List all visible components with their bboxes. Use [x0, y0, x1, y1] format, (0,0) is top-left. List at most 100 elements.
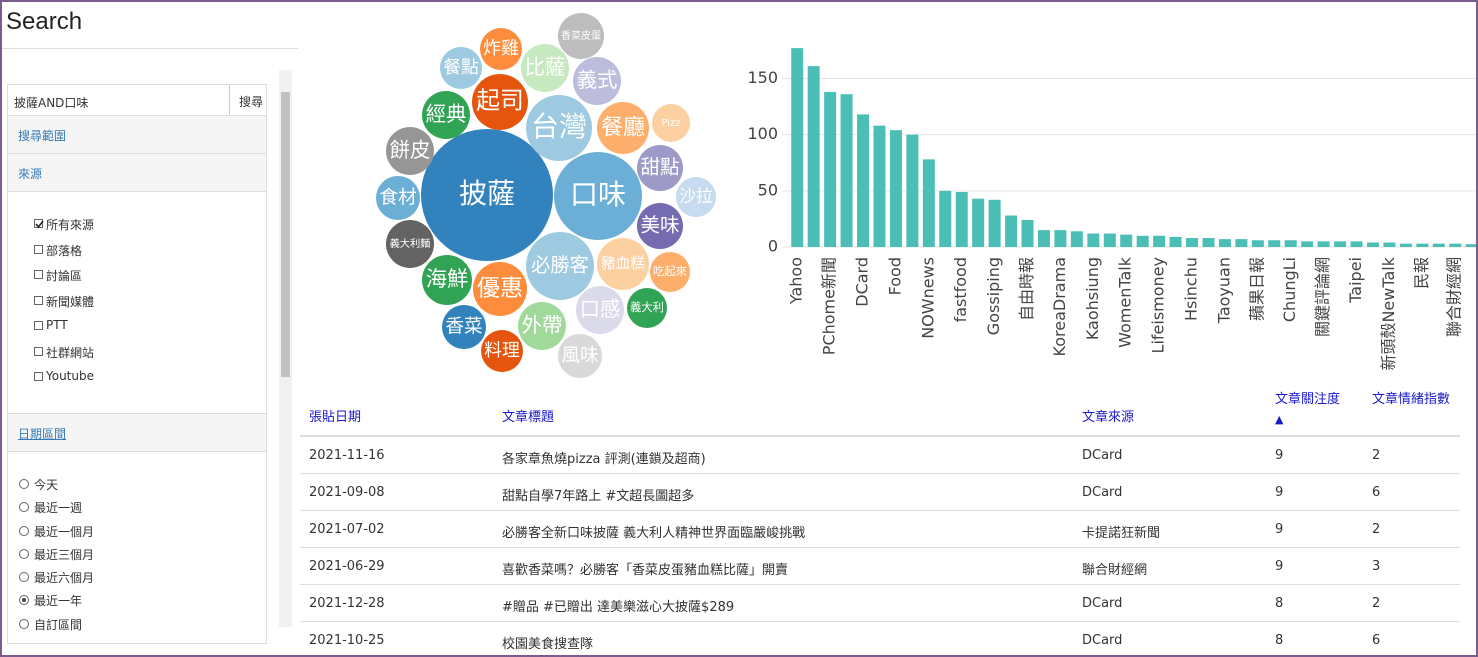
source-label: 新聞媒體	[46, 294, 95, 309]
checkbox[interactable]	[34, 321, 43, 330]
radio[interactable]	[19, 618, 29, 629]
cell: 校園美食搜查隊	[502, 637, 594, 652]
cell: 6	[1372, 485, 1381, 500]
table-row: 2021-06-29 喜歡香菜嗎？必勝客「香菜皮蛋豬血糕比薩」開賣 聯合財經網 9 3	[300, 548, 1460, 585]
source-option: Youtube	[8, 369, 266, 395]
cell: 聯合財經網	[1082, 563, 1148, 578]
radio[interactable]	[19, 572, 29, 583]
x-tick-label: Yahoo	[787, 257, 806, 305]
date-option: 最近六個月	[8, 569, 266, 592]
cell: DCard	[1082, 596, 1123, 611]
bubble	[526, 232, 594, 300]
header-text: 文章關注度	[1275, 392, 1341, 407]
source-header[interactable]: 來源	[8, 154, 266, 192]
checkbox[interactable]	[34, 295, 43, 305]
bar	[1399, 243, 1412, 247]
scope-header[interactable]: 搜尋範圍	[8, 116, 266, 154]
checkbox[interactable]	[34, 219, 44, 229]
bar	[922, 159, 935, 247]
bubble-label: 香菜皮蛋	[561, 29, 601, 42]
cell: 6	[1372, 633, 1381, 648]
bar	[1366, 242, 1379, 247]
cell: 甜點自學7年路上 #文超長圖超多	[502, 489, 695, 504]
date-header[interactable]: 日期區間	[8, 414, 266, 452]
cell: 8	[1275, 633, 1284, 648]
radio[interactable]	[19, 548, 29, 559]
bubble-label: 海鮮	[426, 267, 469, 292]
bubble	[440, 47, 482, 89]
cell: 必勝客全新口味披薩 義大利人精神世界面臨嚴峻挑戰	[502, 526, 806, 541]
bubble-label: 炸雞	[483, 38, 519, 59]
column-header[interactable]: 文章來源	[1082, 408, 1382, 428]
bubble	[558, 13, 604, 59]
bubble	[480, 28, 522, 70]
bubble-label: 義式	[577, 68, 618, 92]
cell: 9	[1275, 485, 1284, 500]
bubble	[573, 57, 621, 105]
table-header: 張貼日期 文章標題 文章來源 文章關注度 ▲ 文章情緒指數	[300, 392, 1460, 437]
cell: 各家章魚燒pizza 評測(連鎖及超商)	[502, 452, 706, 467]
date-label: 今天	[34, 478, 59, 492]
x-tick-label: NOWnews	[918, 257, 937, 339]
header-text: 張貼日期	[309, 410, 362, 425]
table-row: 2021-11-16 各家章魚燒pizza 評測(連鎖及超商) DCard 9 2	[300, 437, 1460, 474]
x-tick-label: Hsinchu	[1182, 257, 1201, 321]
bubble-label: 口味	[570, 178, 626, 211]
table-row: 2021-12-28 #贈品 #已贈出 達美樂滋心大披薩$289 DCard 8 2	[300, 585, 1460, 622]
date-option: 最近一個月	[8, 523, 266, 546]
search-button[interactable]: 搜尋	[229, 85, 267, 115]
checkbox[interactable]	[34, 270, 43, 279]
source-option: 新聞媒體	[8, 293, 266, 319]
cell: 2021-10-25	[309, 633, 385, 648]
bubble-label: 義大利麵	[390, 237, 431, 250]
x-tick-label: DCard	[853, 257, 872, 307]
cell: 喜歡香菜嗎？必勝客「香菜皮蛋豬血糕比薩」開賣	[502, 563, 789, 578]
cell: 2021-07-02	[309, 522, 385, 537]
radio[interactable]	[19, 525, 29, 536]
bubble	[637, 203, 683, 249]
x-tick-label: Lifeismoney	[1149, 257, 1168, 353]
search-row: 披薩AND口味 搜尋	[8, 85, 266, 116]
column-header[interactable]: 文章關注度 ▲	[1275, 390, 1355, 430]
header-text: 文章情緒指數	[1372, 392, 1451, 407]
cell: 9	[1275, 559, 1284, 574]
date-label: 最近一個月	[34, 524, 95, 539]
bar	[1449, 243, 1462, 247]
column-header[interactable]: 張貼日期	[309, 408, 609, 428]
cell: DCard	[1082, 448, 1123, 463]
bubble-label: 優惠	[477, 276, 523, 302]
radio[interactable]	[19, 502, 29, 513]
cell: 3	[1372, 559, 1381, 574]
checkbox[interactable]	[34, 346, 43, 356]
date-label: 最近六個月	[34, 571, 95, 586]
x-tick-label: 民報	[1412, 257, 1431, 289]
bar	[988, 199, 1001, 247]
y-tick-label: 50	[758, 180, 778, 199]
cell: 2	[1372, 596, 1381, 611]
bar	[1301, 241, 1314, 247]
bar	[1218, 239, 1231, 247]
checkbox[interactable]	[34, 244, 43, 254]
scroll-thumb[interactable]	[281, 92, 290, 377]
cell: 9	[1275, 522, 1284, 537]
search-input[interactable]: 披薩AND口味	[14, 96, 89, 110]
radio[interactable]	[19, 595, 29, 606]
bar	[1202, 238, 1215, 247]
bubble	[376, 176, 420, 220]
bubble-label: 餐點	[443, 57, 479, 78]
bar	[1284, 240, 1297, 247]
bar	[906, 134, 919, 247]
bar	[1432, 243, 1445, 247]
bubble	[576, 286, 624, 334]
bar	[807, 66, 820, 247]
x-tick-label: 蘋果日報	[1247, 257, 1266, 321]
column-header[interactable]: 文章情緒指數	[1372, 390, 1452, 410]
bubble-label: 沙拉	[679, 187, 713, 207]
bubble-label: 義大利	[630, 300, 664, 314]
bar	[1465, 244, 1476, 247]
header-text: 文章標題	[502, 410, 555, 425]
cell: 2021-09-08	[309, 485, 385, 500]
column-header[interactable]: 文章標題	[502, 408, 802, 428]
radio[interactable]	[19, 479, 29, 489]
checkbox[interactable]	[34, 372, 43, 381]
